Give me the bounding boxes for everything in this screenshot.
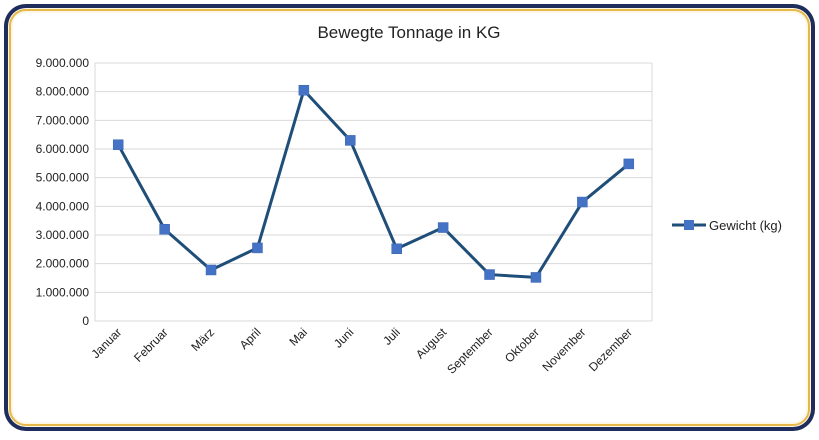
data-point: [484, 269, 495, 280]
y-tick-label: 4.000.000: [36, 199, 90, 213]
data-point: [577, 196, 588, 208]
data-point: [298, 84, 310, 96]
y-tick-label: 7.000.000: [36, 113, 90, 127]
y-tick-label: 9.000.000: [36, 56, 90, 70]
legend: Gewicht (kg): [672, 218, 782, 233]
chart-inner-border: [9, 9, 810, 426]
data-point: [530, 272, 542, 283]
legend-label: Gewicht (kg): [709, 218, 782, 233]
y-tick-label: 5.000.000: [36, 171, 90, 185]
y-tick-label: 8.000.000: [36, 85, 90, 99]
data-point: [159, 224, 170, 235]
data-series: [112, 84, 635, 283]
data-point: [391, 243, 402, 255]
chart-title: Bewegte Tonnage in KG: [317, 23, 500, 42]
y-tick-label: 0: [82, 314, 89, 328]
y-axis-ticks: 0 1.000.000 2.000.000 3.000.000 4.000.000 5.0…: [36, 56, 90, 328]
data-point: [112, 139, 124, 150]
data-point: [345, 135, 356, 146]
legend-marker: [684, 220, 694, 230]
data-point: [437, 222, 449, 233]
data-point: [623, 158, 635, 170]
y-tick-label: 2.000.000: [36, 257, 90, 271]
chart-area: [13, 13, 806, 422]
y-tick-label: 3.000.000: [36, 228, 90, 242]
gridlines: [94, 62, 653, 322]
data-point: [252, 242, 263, 254]
y-tick-label: 1.000.000: [36, 285, 90, 299]
series-line: [116, 88, 630, 279]
y-tick-label: 6.000.000: [36, 142, 90, 156]
data-point: [205, 264, 217, 276]
